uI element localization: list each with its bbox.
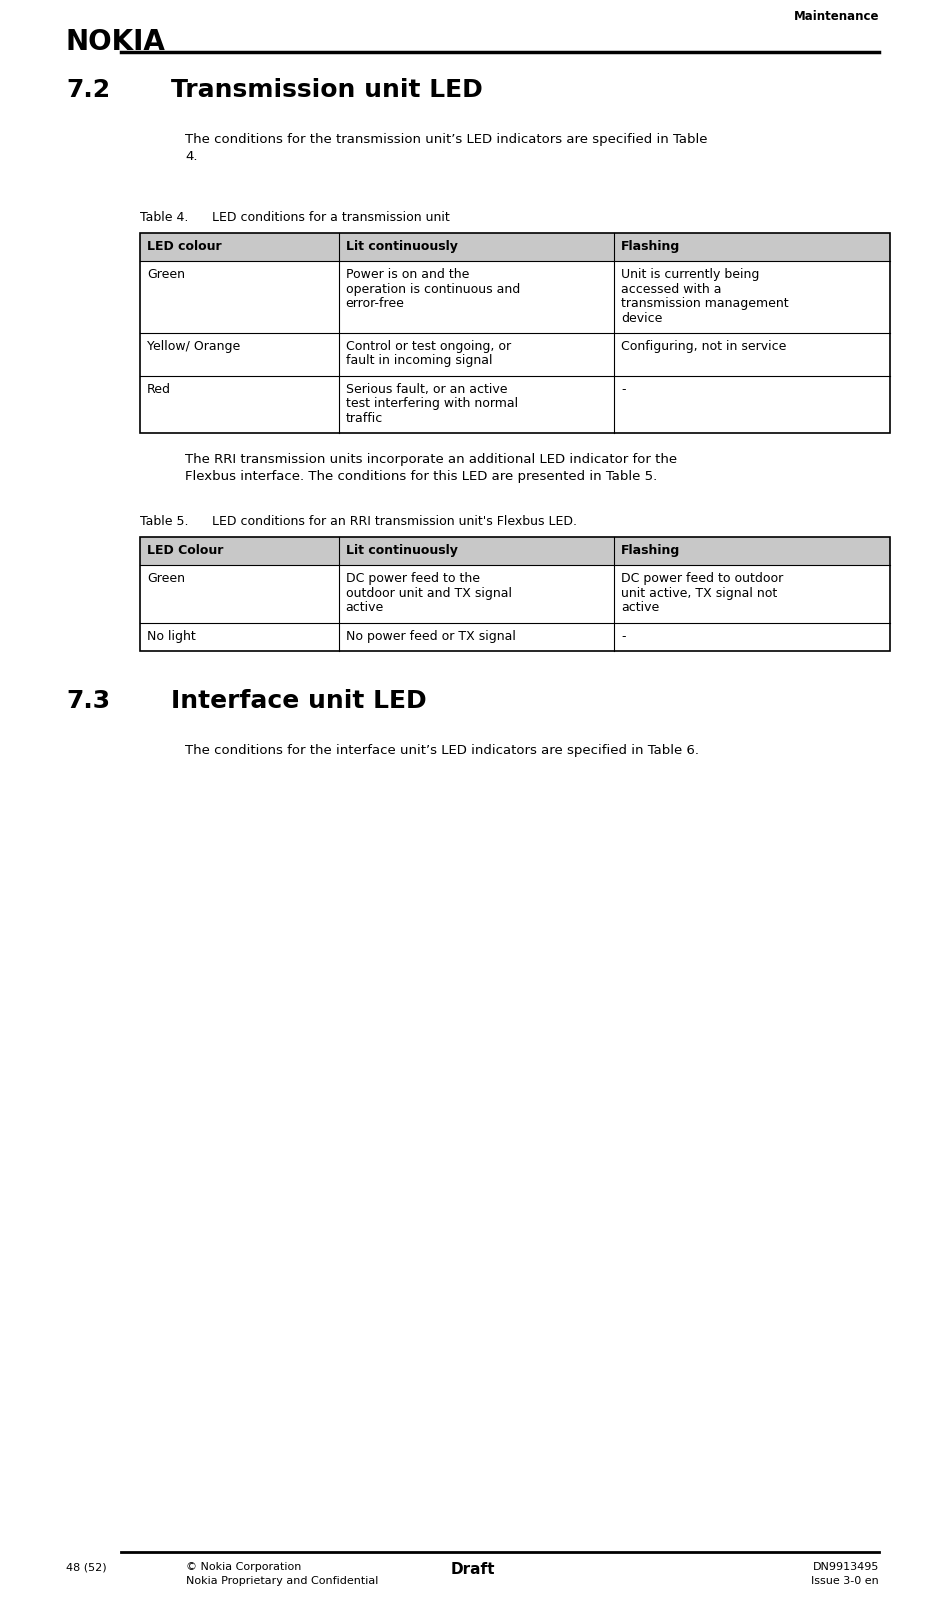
Text: Transmission unit LED: Transmission unit LED <box>171 78 482 102</box>
Bar <box>140 537 889 565</box>
Text: The conditions for the transmission unit’s LED indicators are specified in Table: The conditions for the transmission unit… <box>185 133 707 163</box>
Text: Interface unit LED: Interface unit LED <box>171 688 426 712</box>
Text: NOKIA: NOKIA <box>66 29 166 56</box>
Text: No light: No light <box>147 629 195 642</box>
Text: Control or test ongoing, or: Control or test ongoing, or <box>346 340 511 353</box>
Text: Draft: Draft <box>449 1562 495 1576</box>
Text: device: device <box>620 311 662 324</box>
Text: Table 4.: Table 4. <box>140 211 188 224</box>
Text: The conditions for the interface unit’s LED indicators are specified in Table 6.: The conditions for the interface unit’s … <box>185 744 699 757</box>
Text: active: active <box>620 600 659 615</box>
Text: Serious fault, or an active: Serious fault, or an active <box>346 383 507 396</box>
Bar <box>140 334 889 375</box>
Text: Nokia Proprietary and Confidential: Nokia Proprietary and Confidential <box>186 1576 378 1586</box>
Text: DC power feed to the: DC power feed to the <box>346 572 480 586</box>
Text: Red: Red <box>147 383 171 396</box>
Text: fault in incoming signal: fault in incoming signal <box>346 355 492 367</box>
Text: LED conditions for an RRI transmission unit's Flexbus LED.: LED conditions for an RRI transmission u… <box>211 514 577 529</box>
Text: Flashing: Flashing <box>620 545 680 557</box>
Text: DC power feed to outdoor: DC power feed to outdoor <box>620 572 783 586</box>
Bar <box>140 375 889 433</box>
Text: 7.3: 7.3 <box>66 688 110 712</box>
Text: Maintenance: Maintenance <box>793 10 878 22</box>
Text: LED Colour: LED Colour <box>147 545 223 557</box>
Bar <box>140 233 889 433</box>
Text: No power feed or TX signal: No power feed or TX signal <box>346 629 515 642</box>
Text: Unit is currently being: Unit is currently being <box>620 268 759 281</box>
Text: error-free: error-free <box>346 297 404 310</box>
Text: DN9913495: DN9913495 <box>812 1562 878 1571</box>
Bar <box>140 537 889 652</box>
Text: LED conditions for a transmission unit: LED conditions for a transmission unit <box>211 211 449 224</box>
Text: Green: Green <box>147 572 185 586</box>
Text: active: active <box>346 600 383 615</box>
Text: Table 5.: Table 5. <box>140 514 188 529</box>
Text: transmission management: transmission management <box>620 297 788 310</box>
Text: Yellow/ Orange: Yellow/ Orange <box>147 340 240 353</box>
Text: Lit continuously: Lit continuously <box>346 240 457 252</box>
Text: -: - <box>620 629 625 642</box>
Text: operation is continuous and: operation is continuous and <box>346 283 519 295</box>
Text: LED colour: LED colour <box>147 240 222 252</box>
Text: traffic: traffic <box>346 412 382 425</box>
Bar <box>140 233 889 262</box>
Text: Lit continuously: Lit continuously <box>346 545 457 557</box>
Text: outdoor unit and TX signal: outdoor unit and TX signal <box>346 586 512 600</box>
Text: Configuring, not in service: Configuring, not in service <box>620 340 785 353</box>
Bar <box>140 623 889 652</box>
Text: Issue 3-0 en: Issue 3-0 en <box>810 1576 878 1586</box>
Text: The RRI transmission units incorporate an additional LED indicator for the
Flexb: The RRI transmission units incorporate a… <box>185 454 677 482</box>
Text: Power is on and the: Power is on and the <box>346 268 468 281</box>
Text: Flashing: Flashing <box>620 240 680 252</box>
Text: -: - <box>620 383 625 396</box>
Text: 48 (52): 48 (52) <box>66 1562 107 1571</box>
Text: 7.2: 7.2 <box>66 78 110 102</box>
Text: Green: Green <box>147 268 185 281</box>
Text: test interfering with normal: test interfering with normal <box>346 398 517 410</box>
Text: unit active, TX signal not: unit active, TX signal not <box>620 586 776 600</box>
Bar <box>140 262 889 334</box>
Text: © Nokia Corporation: © Nokia Corporation <box>186 1562 301 1571</box>
Bar <box>140 565 889 623</box>
Text: accessed with a: accessed with a <box>620 283 720 295</box>
